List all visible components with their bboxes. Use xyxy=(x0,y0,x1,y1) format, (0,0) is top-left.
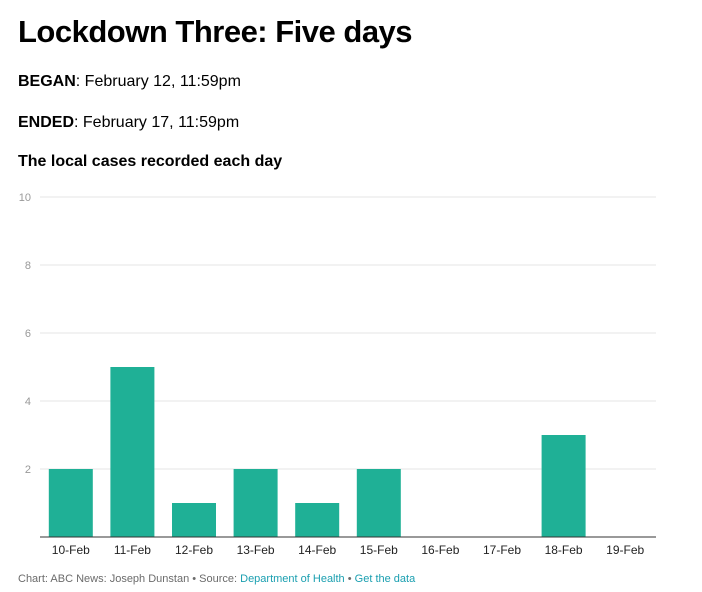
x-tick-label: 11-Feb xyxy=(114,543,151,557)
x-tick-label: 14-Feb xyxy=(298,543,336,557)
chart-title: The local cases recorded each day xyxy=(18,153,283,170)
ended-label: ENDED xyxy=(18,114,75,131)
ended-value: : February 17, 11:59pm xyxy=(74,114,240,131)
bar xyxy=(233,469,278,537)
x-tick-label: 13-Feb xyxy=(237,543,275,557)
y-tick-label: 4 xyxy=(25,396,31,408)
ended-line: ENDED: February 17, 11:59pm xyxy=(18,114,239,132)
x-tick-label: 15-Feb xyxy=(360,543,398,557)
get-data-link[interactable]: Get the data xyxy=(354,573,416,585)
bar xyxy=(541,435,586,537)
bar xyxy=(356,469,401,537)
x-tick-label: 10-Feb xyxy=(52,543,90,557)
began-line: BEGAN: February 12, 11:59pm xyxy=(18,73,241,91)
y-tick-label: 2 xyxy=(25,464,31,476)
footer-credit: Chart: ABC News: Joseph Dunstan • Source… xyxy=(18,573,241,585)
began-label: BEGAN xyxy=(18,73,76,90)
footer-separator: • xyxy=(344,573,355,585)
bar xyxy=(172,503,216,537)
y-tick-label: 10 xyxy=(19,192,31,204)
chart-footer: Chart: ABC News: Joseph Dunstan • Source… xyxy=(18,573,415,585)
x-tick-label: 18-Feb xyxy=(545,543,583,557)
bar xyxy=(295,503,340,537)
chart-headline: Lockdown Three: Five days xyxy=(18,14,413,49)
began-value: : February 12, 11:59pm xyxy=(75,73,241,90)
x-tick-label: 17-Feb xyxy=(483,543,521,557)
y-tick-label: 8 xyxy=(25,260,31,272)
bar xyxy=(48,469,93,537)
x-tick-label: 12-Feb xyxy=(175,543,213,557)
y-tick-label: 6 xyxy=(25,328,31,340)
bar xyxy=(110,367,155,537)
source-link[interactable]: Department of Health xyxy=(240,573,345,585)
x-tick-label: 16-Feb xyxy=(421,543,459,557)
x-tick-label: 19-Feb xyxy=(606,543,644,557)
